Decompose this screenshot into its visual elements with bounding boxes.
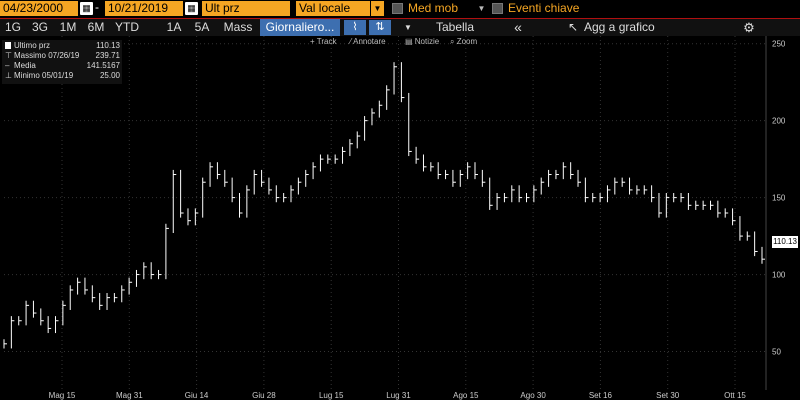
chart-grid	[4, 36, 766, 390]
y-tick-label: 50	[772, 348, 781, 357]
low-marker-icon: ⊥	[5, 71, 12, 80]
y-tick-label: 250	[772, 40, 786, 49]
annotate-button[interactable]: ⁄ Annotare	[350, 37, 386, 46]
key-events-checkbox[interactable]	[492, 3, 503, 14]
legend-last: Ultimo prz 110.13	[5, 41, 120, 51]
x-tick-label: Mag 31	[116, 391, 143, 400]
zoom-button[interactable]: ⌕ Zoom	[450, 37, 478, 46]
date-separator: -	[95, 0, 99, 14]
bar-chart-icon[interactable]: ⇅	[369, 20, 391, 35]
period-toolbar: 1G 3G 1M 6M YTD 1A 5A Mass Giornaliero..…	[0, 19, 800, 36]
y-tick-label: 150	[772, 194, 786, 203]
end-date-field[interactable]: 10/21/2019	[105, 1, 183, 16]
chart-series	[3, 62, 765, 349]
start-date-field[interactable]: 04/23/2000	[0, 1, 78, 16]
x-tick-label: Ott 15	[724, 391, 746, 400]
moving-avg-checkbox[interactable]	[392, 3, 403, 14]
legend-low: ⊥ Minimo 05/01/19 25.00	[5, 71, 120, 80]
x-tick-label: Set 30	[656, 391, 680, 400]
calendar-icon[interactable]: ▦	[185, 2, 198, 15]
x-tick-label: Ago 15	[453, 391, 479, 400]
period-3g[interactable]: 3G	[31, 20, 48, 34]
period-ytd[interactable]: YTD	[115, 20, 139, 34]
gear-icon[interactable]: ⚙	[743, 20, 755, 35]
y-tick-label: 200	[772, 117, 786, 126]
high-marker-icon: ⊤	[5, 51, 12, 60]
x-tick-label: Set 16	[589, 391, 613, 400]
y-tick-label: 100	[772, 271, 786, 280]
square-icon	[5, 42, 11, 49]
x-tick-label: Giu 14	[185, 391, 209, 400]
x-tick-label: Mag 15	[49, 391, 76, 400]
x-tick-label: Lug 15	[319, 391, 344, 400]
period-5a[interactable]: 5A	[194, 20, 210, 34]
price-chart[interactable]: 50 100 150 200 250 Mag 15 Mag 31 Giu 14 Giu 28 L…	[0, 36, 800, 400]
chevron-down-icon[interactable]: ▼	[404, 23, 412, 32]
last-price-badge: 110.13	[772, 236, 798, 248]
currency-selector[interactable]: Val locale	[296, 1, 370, 16]
collapse-icon[interactable]: «	[514, 19, 522, 35]
divider	[0, 18, 800, 19]
period-1m[interactable]: 1M	[59, 20, 77, 34]
period-6m[interactable]: 6M	[87, 20, 105, 34]
line-chart-icon[interactable]: ⌇	[344, 20, 366, 35]
add-to-chart-button[interactable]: Agg a grafico	[584, 20, 655, 34]
period-1a[interactable]: 1A	[166, 20, 182, 34]
x-tick-label: Giu 28	[252, 391, 276, 400]
period-max[interactable]: Mass	[223, 20, 253, 34]
chart-legend: Ultimo prz 110.13 ⊤ Massimo 07/26/19 239…	[2, 40, 122, 84]
frequency-selector[interactable]: Giornaliero...	[260, 19, 340, 36]
table-button[interactable]: Tabella	[435, 20, 475, 34]
legend-avg: – Media 141.5167	[5, 61, 120, 70]
calendar-icon[interactable]: ▦	[80, 2, 93, 15]
period-1g[interactable]: 1G	[4, 20, 21, 34]
x-axis: Mag 15 Mag 31 Giu 14 Giu 28 Lug 15 Lug 31 Ago …	[49, 391, 747, 400]
news-button[interactable]: ▤ Notizie	[405, 37, 440, 46]
y-axis: 50 100 150 200 250	[772, 40, 786, 357]
pointer-icon: ↖	[567, 20, 579, 34]
top-toolbar: 04/23/2000 ▦ - 10/21/2019 ▦ Ult prz Val …	[0, 0, 800, 18]
moving-avg-label: Med mob	[408, 1, 459, 15]
legend-high: ⊤ Massimo 07/26/19 239.71	[5, 51, 120, 60]
chevron-down-icon[interactable]: ▼	[475, 1, 488, 16]
chevron-down-icon[interactable]: ▼	[371, 1, 384, 16]
avg-marker-icon: –	[5, 61, 10, 70]
track-button[interactable]: + Track	[310, 37, 337, 46]
x-tick-label: Ago 30	[520, 391, 546, 400]
x-tick-label: Lug 31	[386, 391, 411, 400]
key-events-label: Eventi chiave	[508, 1, 580, 15]
field-selector[interactable]: Ult prz	[202, 1, 290, 16]
